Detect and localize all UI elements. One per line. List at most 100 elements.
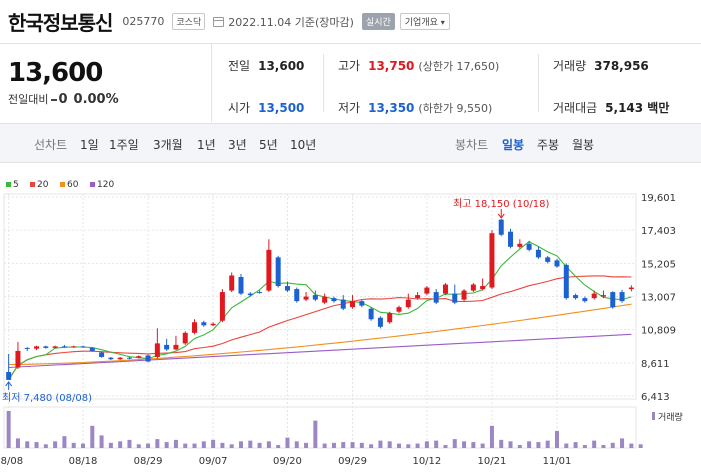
candle-body (108, 357, 114, 360)
volume-bar (471, 442, 476, 448)
y-axis: 19,601 17,403 15,205 13,007 10,809 8,611 6,413 (641, 193, 676, 403)
candle-body (415, 295, 421, 299)
candle-body (238, 276, 244, 294)
ma5-line (8, 241, 632, 381)
volume-bar (136, 444, 141, 448)
candle-body (517, 243, 523, 247)
volume-bar (239, 441, 243, 448)
legend-swatch (30, 182, 35, 187)
volume-bar (555, 430, 559, 448)
candle-body (52, 346, 58, 348)
candles (6, 218, 634, 380)
candle-body (405, 299, 411, 308)
low-arrow-head (5, 381, 13, 387)
chevron-down-icon: ▾ (440, 18, 445, 27)
volume-bar (582, 445, 587, 448)
y-tick-label: 17,403 (641, 226, 676, 237)
candle-body (43, 346, 49, 348)
volume-bar (146, 443, 151, 448)
stock-chart[interactable]: 5 20 60 120 거래량 19,601 17,403 15,205 13,007 10,… (0, 163, 701, 475)
prev-close-label: 전일 (228, 59, 251, 73)
volume-bar (452, 439, 457, 448)
volume-bar (610, 442, 615, 448)
candle-daily[interactable]: 일봉 (502, 138, 525, 152)
realtime-button[interactable]: 실시간 (361, 13, 395, 30)
candle-body (573, 295, 579, 299)
volume-bar (331, 442, 336, 448)
candle-body (359, 301, 365, 306)
candle-body (192, 322, 198, 333)
volume-bar (527, 441, 532, 448)
candle-body (284, 286, 290, 291)
y-tick-label: 19,601 (641, 193, 676, 204)
candle-monthly[interactable]: 월봉 (572, 138, 595, 152)
volume-bar (6, 411, 11, 448)
ma120-line (8, 333, 632, 369)
volume-bar (313, 420, 318, 448)
volume-bar (248, 440, 253, 448)
trade-amount: 거래대금 5,143 백만 (553, 99, 669, 116)
volume-bar (564, 443, 569, 448)
volume-bar (341, 442, 346, 448)
x-axis: 08/08 08/18 08/29 09/07 09/20 09/29 10/12 10/21… (0, 456, 571, 467)
candle-body (294, 289, 300, 302)
volume-bar (573, 442, 578, 448)
open-value: 13,500 (258, 101, 305, 115)
volume-bar (294, 441, 299, 448)
candle-body (61, 346, 67, 348)
period-1w[interactable]: 1주일 (109, 138, 139, 152)
period-10y[interactable]: 10년 (290, 138, 317, 152)
volume-bar (499, 439, 504, 448)
open-price: 시가 13,500 (228, 99, 304, 116)
period-1y[interactable]: 1년 (197, 138, 216, 152)
candle-body (99, 352, 105, 357)
price-change: 전일대비 0 0.00% (8, 91, 211, 107)
x-tick-label: 11/01 (543, 456, 572, 467)
period-1d[interactable]: 1일 (80, 138, 99, 152)
candle-body (145, 355, 151, 362)
volume-bar (276, 445, 281, 448)
volume-bar (71, 442, 76, 448)
quote-summary: 전일 13,600 고가 13,750 (상한가 17,650) 거래량 378,956… (213, 44, 701, 122)
candle-body (80, 346, 86, 348)
volume-bar (397, 443, 401, 448)
company-overview-button[interactable]: 기업개요 ▾ (399, 13, 450, 30)
volume-bar (489, 425, 494, 448)
open-label: 시가 (228, 101, 251, 115)
flat-icon (51, 99, 58, 101)
x-tick-label: 08/08 (0, 456, 23, 467)
candle-weekly[interactable]: 주봉 (537, 138, 560, 152)
volume-bar (601, 445, 606, 448)
volume-bar (229, 444, 234, 448)
chart-grid (3, 193, 637, 449)
period-3y[interactable]: 3년 (228, 138, 247, 152)
legend-swatch (60, 182, 65, 187)
candle-body (610, 292, 616, 308)
candle-body (526, 243, 532, 250)
high-arrow-head (497, 213, 505, 219)
amount-label: 거래대금 (553, 101, 598, 115)
candle-body (350, 301, 356, 308)
volume-bar (53, 441, 58, 448)
legend-label: 5 (13, 180, 19, 190)
prev-close: 전일 13,600 (228, 57, 304, 74)
y-tick-label: 6,413 (641, 392, 670, 403)
y-tick-label: 8,611 (641, 359, 670, 370)
current-price: 13,600 (8, 58, 103, 88)
volume-bar (359, 442, 364, 448)
period-5y[interactable]: 5년 (259, 138, 278, 152)
volume-legend-swatch (652, 412, 655, 420)
low-label: 저가 (338, 101, 361, 115)
candle-body (247, 293, 253, 296)
volume-bar (480, 443, 485, 448)
change-label: 전일대비 (8, 93, 49, 106)
candle-body (433, 292, 439, 303)
period-3m[interactable]: 3개월 (153, 138, 183, 152)
candle-body (257, 292, 263, 294)
x-tick-label: 09/29 (338, 456, 367, 467)
volume-bar (638, 444, 643, 448)
change-value: 0 (58, 92, 68, 107)
candle-body (312, 295, 318, 300)
candle-body (126, 357, 132, 359)
volume-bar (592, 440, 597, 448)
